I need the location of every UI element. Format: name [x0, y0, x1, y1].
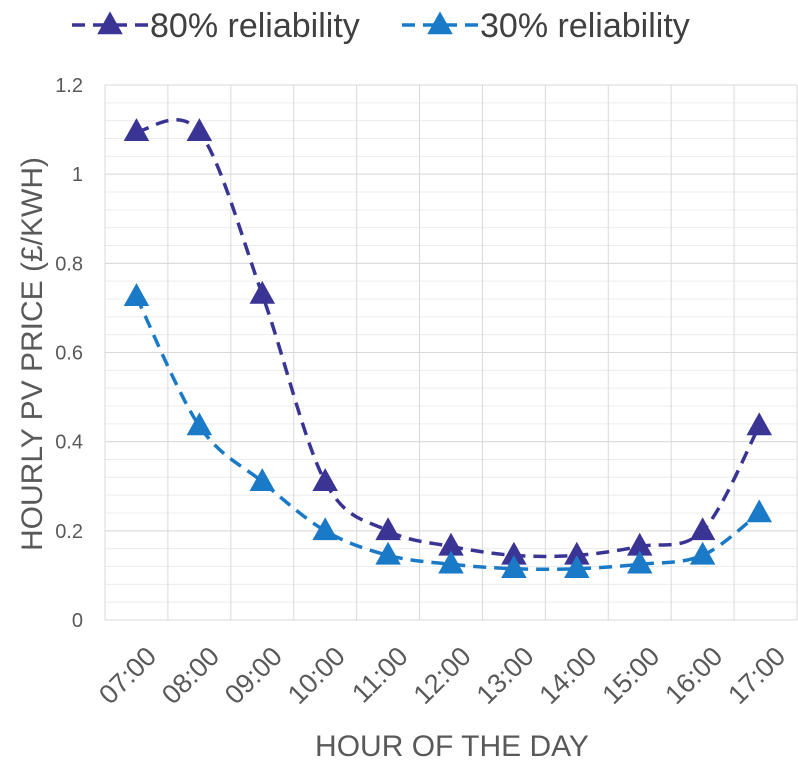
x-tick-label: 10:00	[282, 641, 351, 710]
y-tick-label: 1.2	[55, 75, 83, 97]
y-axis-tick-labels: 0 0.2 0.4 0.6 0.8 1 1.2	[55, 75, 83, 632]
y-tick-label: 0.2	[55, 521, 83, 543]
x-tick-label: 14:00	[534, 641, 603, 710]
legend-marker	[97, 11, 123, 35]
series-line	[136, 118, 761, 559]
x-tick-label: 13:00	[471, 641, 540, 710]
data-point-triangle	[438, 532, 464, 556]
data-point-triangle	[501, 541, 527, 565]
data-point-triangle	[626, 550, 653, 574]
data-point-triangle	[564, 555, 590, 578]
x-tick-label: 15:00	[596, 641, 665, 710]
data-point-triangle	[689, 541, 716, 565]
series-line	[134, 296, 761, 572]
data-point-triangle	[438, 550, 464, 574]
data-point-triangle	[186, 412, 213, 436]
x-axis-tick-labels: 07:0008:0009:0010:0011:0012:0013:0014:00…	[93, 641, 791, 710]
data-point-triangle	[186, 118, 213, 142]
series-group	[123, 118, 773, 565]
data-point-triangle	[746, 499, 773, 523]
data-point-triangle	[312, 517, 338, 541]
data-point-triangle	[501, 555, 527, 578]
y-axis-title: HOURLY PV PRICE (£/KWH)	[16, 157, 49, 551]
data-point-triangle	[375, 541, 401, 565]
data-point-triangle	[123, 283, 150, 307]
x-axis-title: HOUR OF THE DAY	[315, 730, 589, 763]
legend-label: 30% reliability	[480, 7, 690, 45]
x-tick-label: 07:00	[93, 641, 162, 710]
x-tick-label: 09:00	[219, 641, 288, 710]
x-tick-label: 17:00	[722, 641, 791, 710]
data-point-triangle	[564, 541, 590, 565]
x-tick-label: 08:00	[156, 641, 225, 710]
legend-marker	[427, 11, 453, 35]
data-point-triangle	[626, 532, 653, 556]
y-tick-label: 0	[72, 610, 83, 632]
series-group	[123, 283, 773, 578]
y-tick-label: 0.8	[55, 253, 83, 275]
legend-item: 80% reliability	[72, 7, 360, 45]
data-point-triangle	[249, 280, 276, 304]
data-point-triangle	[123, 118, 150, 142]
data-point-triangle	[249, 468, 276, 492]
y-tick-label: 0.4	[55, 432, 83, 454]
legend-label: 80% reliability	[150, 7, 360, 45]
data-point-triangle	[375, 517, 401, 541]
x-tick-label: 11:00	[346, 641, 414, 709]
data-point-triangle	[312, 468, 338, 492]
series-layer	[123, 118, 773, 578]
x-tick-label: 12:00	[408, 641, 477, 710]
legend: 80% reliability 30% reliability	[72, 7, 690, 45]
legend-item: 30% reliability	[402, 7, 690, 45]
y-tick-label: 1	[72, 164, 83, 186]
y-tick-label: 0.6	[55, 343, 83, 365]
data-point-triangle	[689, 517, 716, 541]
data-point-triangle	[746, 412, 773, 436]
x-tick-label: 16:00	[659, 641, 728, 710]
major-gridlines	[104, 84, 798, 621]
